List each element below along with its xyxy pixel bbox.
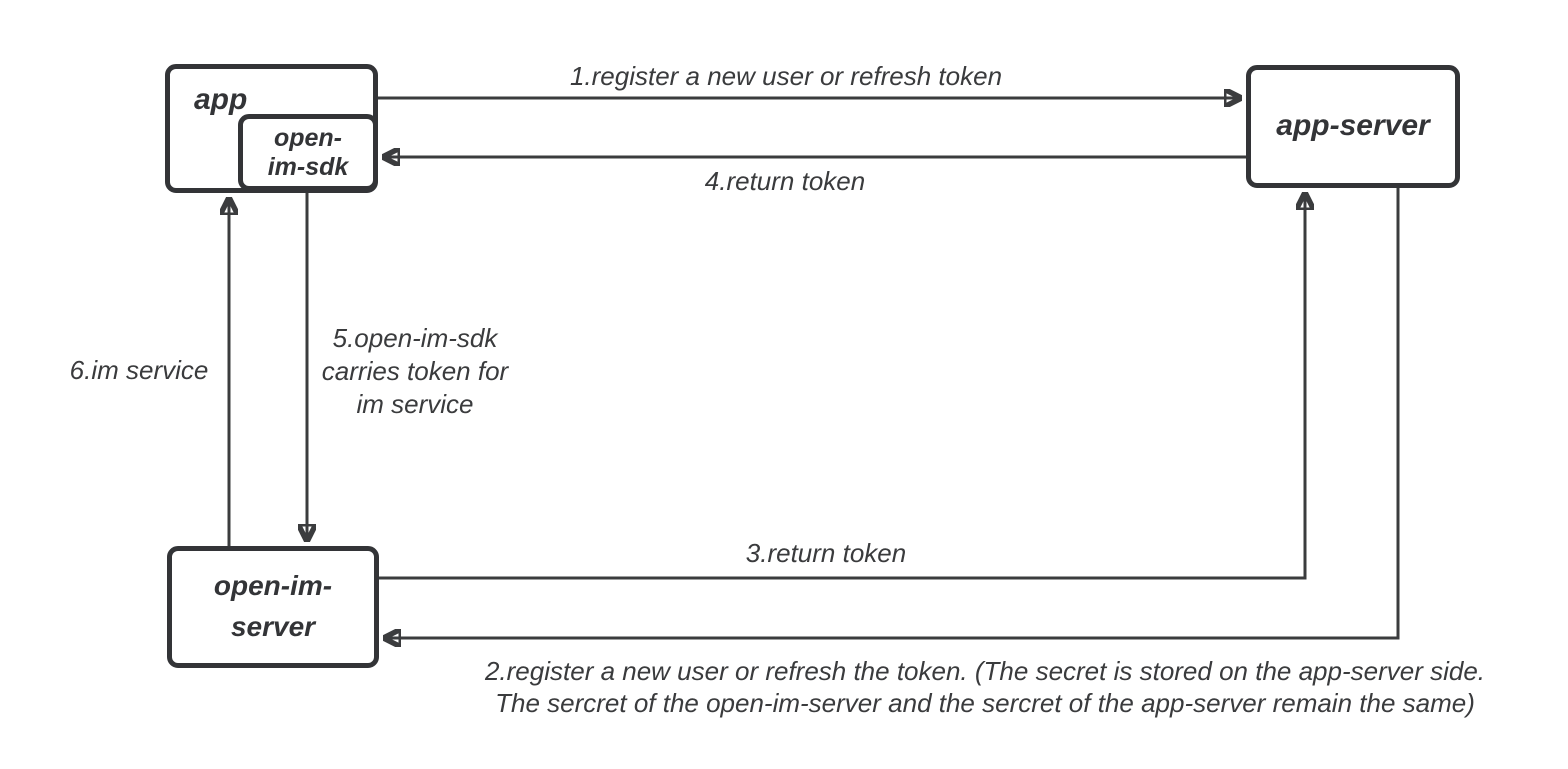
- edge-3-label: 3.return token: [745, 538, 907, 568]
- edge-3-return-token-arrow: [379, 194, 1305, 580]
- node-open-im-sdk: open- im-sdk: [238, 114, 378, 191]
- edge-2-register-arrow: [385, 188, 1400, 638]
- node-app-label: app: [194, 83, 248, 116]
- node-open-im-server-label: open-im- server: [213, 570, 333, 642]
- node-open-im-server: open-im- server: [167, 546, 379, 668]
- edge-2-label: 2.register a new user or refresh the tok…: [484, 656, 1486, 718]
- edge-6-label: 6.im service: [69, 355, 209, 385]
- edge-4-label: 4.return token: [704, 166, 866, 196]
- node-open-im-sdk-label: open- im-sdk: [267, 123, 349, 181]
- edge-5-label: 5.open-im-sdk carries token for im servi…: [321, 323, 509, 419]
- edge-1-label: 1.register a new user or refresh token: [569, 61, 1003, 91]
- node-app-server: app-server: [1246, 65, 1460, 188]
- node-app-server-label: app-server: [1276, 109, 1430, 143]
